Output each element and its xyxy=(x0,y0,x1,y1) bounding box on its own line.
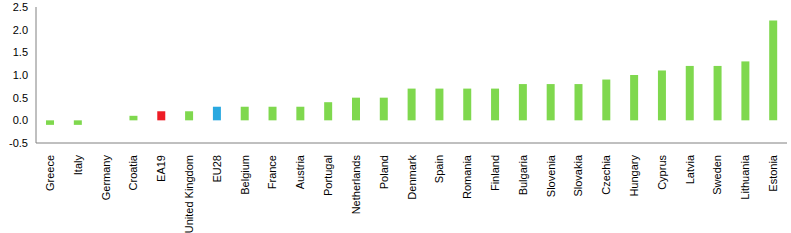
svg-text:-0.5: -0.5 xyxy=(9,137,28,149)
svg-text:Italy: Italy xyxy=(72,155,84,176)
svg-text:Estonia: Estonia xyxy=(767,154,779,192)
svg-text:Finland: Finland xyxy=(489,155,501,191)
svg-text:Poland: Poland xyxy=(378,155,390,189)
svg-text:Portugal: Portugal xyxy=(322,155,334,196)
svg-text:Greece: Greece xyxy=(44,155,56,191)
svg-text:Slovakia: Slovakia xyxy=(572,154,584,196)
svg-text:1.5: 1.5 xyxy=(13,46,28,58)
svg-text:Belgium: Belgium xyxy=(239,155,251,195)
svg-text:Romania: Romania xyxy=(461,154,473,199)
svg-text:Netherlands: Netherlands xyxy=(350,155,362,215)
svg-text:1.0: 1.0 xyxy=(13,69,28,81)
svg-text:Slovenia: Slovenia xyxy=(545,154,557,197)
svg-text:2.0: 2.0 xyxy=(13,24,28,36)
svg-text:United Kingdom: United Kingdom xyxy=(183,155,195,233)
svg-text:Hungary: Hungary xyxy=(628,155,640,197)
svg-text:2.5: 2.5 xyxy=(13,1,28,13)
svg-text:Austria: Austria xyxy=(294,154,306,189)
svg-text:Lithuania: Lithuania xyxy=(739,154,751,200)
svg-text:Denmark: Denmark xyxy=(406,155,418,200)
svg-text:France: France xyxy=(266,155,278,189)
svg-text:Spain: Spain xyxy=(433,155,445,183)
svg-text:Czechia: Czechia xyxy=(600,154,612,195)
svg-text:Bulgaria: Bulgaria xyxy=(517,154,529,195)
svg-text:0.0: 0.0 xyxy=(13,114,28,126)
svg-text:Latvia: Latvia xyxy=(684,154,696,184)
svg-text:Cyprus: Cyprus xyxy=(656,155,668,190)
svg-text:Germany: Germany xyxy=(100,155,112,201)
svg-text:Croatia: Croatia xyxy=(127,154,139,190)
svg-text:EA19: EA19 xyxy=(155,155,167,182)
svg-text:Sweden: Sweden xyxy=(711,155,723,195)
svg-text:EU28: EU28 xyxy=(211,155,223,183)
svg-text:0.5: 0.5 xyxy=(13,92,28,104)
